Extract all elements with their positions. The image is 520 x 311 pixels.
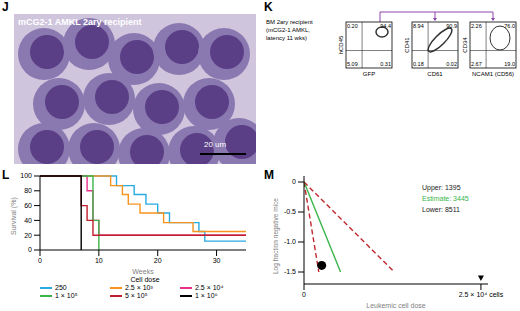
svg-text:8.94: 8.94 xyxy=(413,23,424,29)
svg-text:19.0: 19.0 xyxy=(504,61,515,67)
html-text:1 × 10⁶: 1 × 10⁶ xyxy=(195,292,218,299)
svg-text:90.9: 90.9 xyxy=(446,23,457,29)
svg-text:CD61: CD61 xyxy=(427,71,443,77)
svg-text:CD41: CD41 xyxy=(404,37,410,53)
svg-text:0.31: 0.31 xyxy=(380,61,391,67)
svg-text:hCD45: hCD45 xyxy=(338,35,344,54)
html-text:20 um: 20 um xyxy=(204,140,227,149)
svg-text:0: 0 xyxy=(28,246,32,253)
svg-text:latency 11 wks): latency 11 wks) xyxy=(266,35,307,41)
svg-text:10: 10 xyxy=(95,257,103,264)
svg-text:Survival (%): Survival (%) xyxy=(10,197,18,235)
svg-text:94.4: 94.4 xyxy=(380,23,391,29)
html-text:2.5 × 10⁴: 2.5 × 10⁴ xyxy=(195,284,224,291)
svg-text:Weeks: Weeks xyxy=(132,268,154,274)
svg-text:-1.5: -1.5 xyxy=(284,268,296,275)
svg-text:80: 80 xyxy=(24,187,32,194)
html-text:5 × 10⁵: 5 × 10⁵ xyxy=(125,292,148,299)
svg-text:GFP: GFP xyxy=(363,71,375,77)
svg-text:5.09: 5.09 xyxy=(347,61,358,67)
svg-text:0: 0 xyxy=(302,291,306,298)
html-text:Lower: 8511: Lower: 8511 xyxy=(422,206,460,213)
svg-text:0.02: 0.02 xyxy=(446,61,457,67)
html-text:L: L xyxy=(2,168,10,182)
svg-text:2.67: 2.67 xyxy=(471,61,482,67)
svg-text:60: 60 xyxy=(24,202,32,209)
svg-text:Leukemic cell dose: Leukemic cell dose xyxy=(366,302,426,308)
svg-text:BM 2ary recipient: BM 2ary recipient xyxy=(266,19,313,25)
svg-text:-0.5: -0.5 xyxy=(284,208,296,215)
svg-text:0.20: 0.20 xyxy=(347,23,358,29)
svg-text:100: 100 xyxy=(20,172,32,179)
svg-text:40: 40 xyxy=(24,217,32,224)
html-text:M: M xyxy=(264,168,274,182)
svg-text:-1.0: -1.0 xyxy=(284,238,296,245)
html-text:K: K xyxy=(264,0,273,14)
svg-text:20: 20 xyxy=(154,257,162,264)
html-text:mCG2-1 AMKL 2ary recipient: mCG2-1 AMKL 2ary recipient xyxy=(18,17,142,27)
svg-text:2.5 × 10⁴ cells: 2.5 × 10⁴ cells xyxy=(459,291,504,298)
svg-text:30: 30 xyxy=(213,257,221,264)
html-text:J: J xyxy=(2,0,9,14)
html-text:250: 250 xyxy=(55,284,67,291)
html-text:2.5 × 10³: 2.5 × 10³ xyxy=(125,284,153,291)
html-text:1 × 10⁵: 1 × 10⁵ xyxy=(55,292,78,299)
html-text:Estimate: 3445: Estimate: 3445 xyxy=(422,195,469,202)
svg-text:0.18: 0.18 xyxy=(413,61,424,67)
svg-text:0: 0 xyxy=(292,178,296,185)
svg-text:0: 0 xyxy=(38,257,42,264)
svg-text:2.26: 2.26 xyxy=(471,23,482,29)
svg-text:76.0: 76.0 xyxy=(504,23,515,29)
svg-text:CD34: CD34 xyxy=(462,37,468,53)
svg-text:20: 20 xyxy=(24,232,32,239)
svg-text:Log fraction negative mice: Log fraction negative mice xyxy=(272,198,280,274)
svg-text:(mCG2-1 AMKL,: (mCG2-1 AMKL, xyxy=(266,27,310,33)
svg-text:NCAM1 (CD56): NCAM1 (CD56) xyxy=(472,71,514,77)
html-text:Upper: 1395: Upper: 1395 xyxy=(422,184,461,191)
html-text:Cell dose: Cell dose xyxy=(130,276,160,283)
